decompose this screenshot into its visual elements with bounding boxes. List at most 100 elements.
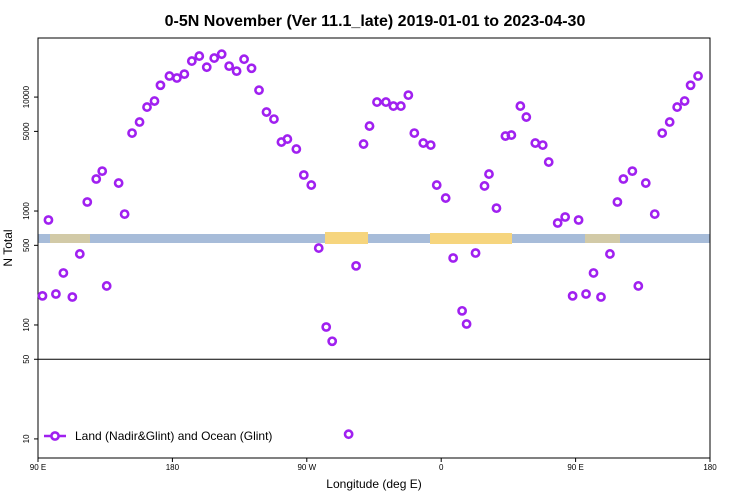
data-point bbox=[672, 102, 683, 112]
y-tick-label: 10000 bbox=[22, 85, 31, 108]
data-point bbox=[51, 289, 61, 299]
data-point bbox=[395, 101, 406, 111]
data-point bbox=[313, 243, 324, 253]
data-point bbox=[425, 140, 436, 150]
data-point bbox=[431, 180, 442, 190]
land-band bbox=[50, 234, 90, 243]
data-point bbox=[633, 281, 644, 291]
data-point bbox=[282, 134, 293, 144]
data-point bbox=[306, 180, 317, 190]
data-point bbox=[261, 107, 272, 117]
y-axis-label: N Total bbox=[1, 229, 15, 266]
x-axis-label: Longitude (deg E) bbox=[326, 477, 421, 491]
data-point bbox=[581, 289, 591, 299]
x-tick-label: 90 E bbox=[567, 463, 583, 472]
y-tick-label: 10 bbox=[22, 434, 31, 443]
data-point bbox=[491, 203, 502, 214]
data-point bbox=[269, 114, 279, 124]
x-tick-label: 180 bbox=[166, 463, 180, 472]
data-point bbox=[127, 128, 137, 138]
data-point bbox=[679, 96, 690, 106]
data-point bbox=[543, 157, 554, 167]
data-point bbox=[627, 166, 638, 177]
data-point bbox=[97, 166, 108, 177]
data-point bbox=[479, 181, 490, 191]
chart-title: 0-5N November (Ver 11.1_late) 2019-01-01… bbox=[165, 13, 586, 30]
data-point bbox=[82, 197, 93, 207]
y-tick-label: 50 bbox=[22, 354, 31, 363]
surface-band bbox=[38, 232, 710, 244]
data-point bbox=[91, 174, 102, 184]
data-point bbox=[596, 292, 606, 302]
data-point bbox=[381, 97, 391, 107]
data-point bbox=[321, 322, 332, 332]
data-point bbox=[37, 290, 48, 301]
data-point bbox=[239, 54, 249, 65]
data-point bbox=[537, 140, 548, 150]
y-tick-label: 5000 bbox=[22, 122, 31, 140]
legend-marker bbox=[50, 431, 60, 441]
data-point bbox=[515, 101, 526, 111]
data-point bbox=[134, 117, 145, 127]
data-point bbox=[693, 71, 703, 81]
data-point bbox=[119, 209, 130, 219]
data-point bbox=[448, 253, 459, 263]
plot-frame bbox=[37, 37, 711, 459]
data-point bbox=[58, 268, 69, 278]
data-point bbox=[201, 62, 212, 73]
data-point bbox=[194, 51, 205, 61]
data-point bbox=[573, 215, 584, 225]
data-point bbox=[291, 144, 302, 154]
data-point bbox=[113, 178, 124, 188]
data-point bbox=[470, 248, 481, 258]
data-point bbox=[612, 197, 623, 207]
x-tick-label: 90 W bbox=[297, 463, 316, 472]
data-point bbox=[461, 319, 472, 329]
ocean-band bbox=[38, 234, 710, 243]
data-point bbox=[530, 138, 541, 148]
data-point bbox=[640, 178, 651, 188]
data-point bbox=[664, 117, 675, 127]
data-point bbox=[567, 290, 578, 301]
x-tick-label: 180 bbox=[703, 463, 717, 472]
data-point bbox=[142, 102, 152, 112]
data-point bbox=[388, 101, 399, 111]
data-point bbox=[231, 66, 242, 77]
data-point bbox=[605, 249, 615, 259]
data-point bbox=[372, 97, 382, 107]
data-point bbox=[298, 170, 309, 180]
land-band bbox=[585, 234, 620, 243]
data-point bbox=[440, 193, 451, 203]
data-point bbox=[457, 305, 468, 316]
data-point bbox=[588, 268, 599, 278]
data-point bbox=[649, 209, 660, 219]
data-point bbox=[521, 112, 532, 122]
data-point bbox=[254, 85, 264, 96]
data-point bbox=[506, 130, 517, 140]
data-point bbox=[618, 174, 629, 184]
data-point bbox=[101, 281, 112, 291]
data-point bbox=[155, 80, 166, 91]
data-point bbox=[43, 215, 54, 225]
legend-label: Land (Nadir&Glint) and Ocean (Glint) bbox=[75, 429, 272, 443]
data-point bbox=[216, 49, 227, 60]
data-point bbox=[179, 69, 190, 80]
x-tick-label: 90 E bbox=[30, 463, 46, 472]
land-band bbox=[325, 232, 368, 244]
data-point bbox=[246, 63, 257, 74]
data-point bbox=[418, 138, 429, 148]
data-point bbox=[67, 292, 78, 302]
data-point bbox=[343, 429, 354, 440]
data-point bbox=[484, 169, 494, 179]
data-point bbox=[409, 128, 420, 138]
data-point bbox=[186, 56, 197, 66]
y-tick-label: 100 bbox=[22, 318, 31, 332]
data-point bbox=[657, 128, 668, 138]
data-point bbox=[164, 71, 175, 81]
x-tick-label: 0 bbox=[439, 463, 444, 472]
y-tick-label: 1000 bbox=[22, 202, 31, 220]
data-point bbox=[351, 260, 361, 271]
data-point bbox=[560, 212, 571, 222]
